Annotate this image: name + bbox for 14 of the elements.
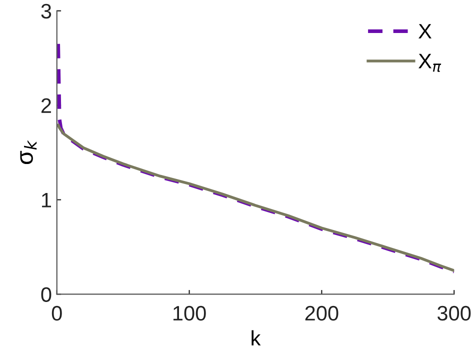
x-tick-label: 0 <box>52 306 62 321</box>
y-tick-label: 0 <box>41 287 52 302</box>
x-tick-label: 300 <box>438 306 471 321</box>
line-series <box>56 124 454 272</box>
y-tick-label: 1 <box>42 192 52 208</box>
line-series <box>56 42 454 274</box>
legend-label: X <box>418 24 432 38</box>
y-axis-title: σ$_{k}$ <box>20 140 37 164</box>
x-tick-label: 100 <box>173 306 206 321</box>
x-tick-label: 200 <box>305 306 338 321</box>
legend-label: X$_{π}$ <box>418 54 442 72</box>
y-tick-label: 3 <box>41 4 52 19</box>
x-axis-title: k <box>252 330 261 346</box>
y-tick-label: 2 <box>41 98 51 113</box>
